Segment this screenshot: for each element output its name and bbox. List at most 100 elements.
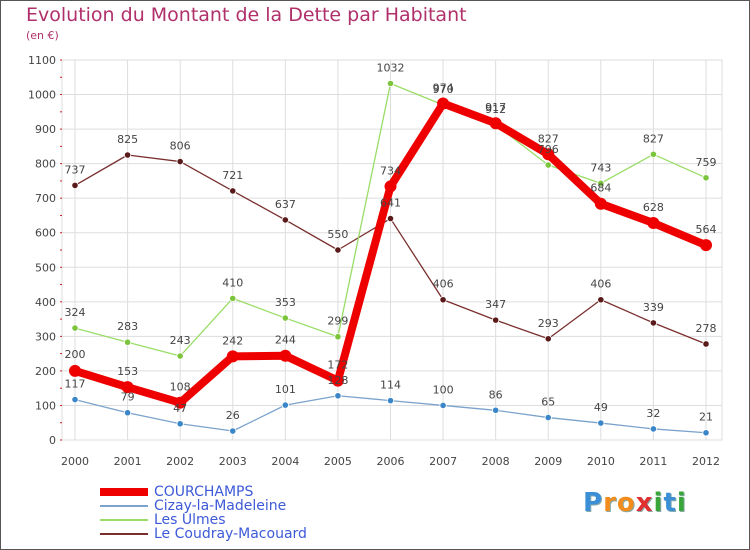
data-label: 796 xyxy=(538,143,559,156)
legend-item: COURCHAMPS xyxy=(100,484,307,500)
data-label: 827 xyxy=(538,132,559,145)
data-label: 550 xyxy=(327,228,348,241)
data-label: 917 xyxy=(485,101,506,114)
data-point xyxy=(281,216,289,224)
data-point xyxy=(544,335,552,343)
y-tick-label: 900 xyxy=(35,123,56,136)
chart-legend: COURCHAMPS Cizay-la-Madeleine Les Ulmes Le … xyxy=(100,484,307,542)
data-point xyxy=(71,395,79,404)
data-point xyxy=(71,181,79,189)
data-point xyxy=(279,349,292,362)
data-label: 47 xyxy=(173,402,187,415)
y-tick-label: 1000 xyxy=(28,89,56,102)
data-point xyxy=(597,419,605,427)
data-point xyxy=(489,117,502,130)
data-point xyxy=(123,338,132,346)
legend-swatch xyxy=(100,488,148,496)
data-point xyxy=(123,409,132,417)
data-point xyxy=(71,324,79,332)
x-tick-label: 2012 xyxy=(692,455,720,468)
data-point xyxy=(437,97,450,110)
data-label: 410 xyxy=(222,276,243,289)
data-point xyxy=(649,319,658,327)
logo-letter: i xyxy=(653,488,664,518)
data-point xyxy=(647,217,660,230)
data-label: 743 xyxy=(590,161,611,174)
data-point xyxy=(334,392,342,400)
data-point xyxy=(649,425,658,433)
data-label: 32 xyxy=(646,407,660,420)
y-tick-label: 500 xyxy=(35,261,56,274)
legend-swatch xyxy=(100,533,148,535)
data-label: 825 xyxy=(117,133,138,146)
data-label: 114 xyxy=(380,379,401,392)
data-point xyxy=(69,364,81,377)
data-label: 721 xyxy=(222,169,243,182)
data-point xyxy=(492,406,500,414)
data-label: 200 xyxy=(65,348,86,361)
data-label: 641 xyxy=(380,197,401,210)
data-label: 299 xyxy=(327,315,348,328)
data-point xyxy=(226,350,239,363)
x-tick-label: 2002 xyxy=(166,455,194,468)
data-label: 970 xyxy=(433,83,454,96)
data-label: 628 xyxy=(643,201,664,214)
data-point xyxy=(597,179,605,187)
legend-label: Les Ulmes xyxy=(154,512,226,528)
x-tick-label: 2007 xyxy=(429,455,457,468)
data-label: 347 xyxy=(485,298,506,311)
y-tick-label: 600 xyxy=(35,227,56,240)
data-label: 637 xyxy=(275,198,296,211)
data-point xyxy=(702,429,710,437)
data-label: 100 xyxy=(433,383,454,396)
legend-item: Les Ulmes xyxy=(100,512,307,528)
data-point xyxy=(544,161,552,169)
data-label: 26 xyxy=(226,409,240,422)
x-tick-label: 2005 xyxy=(324,455,352,468)
data-label: 737 xyxy=(65,163,86,176)
y-tick-label: 800 xyxy=(35,158,56,171)
chart-unit-label: (en €) xyxy=(26,29,59,42)
x-tick-label: 2009 xyxy=(534,455,562,468)
data-point xyxy=(439,296,447,304)
logo-letter: o xyxy=(616,488,636,518)
y-tick-label: 200 xyxy=(35,365,56,378)
data-label: 278 xyxy=(696,322,717,335)
data-label: 243 xyxy=(170,334,191,347)
x-tick-label: 2000 xyxy=(61,455,89,468)
data-point xyxy=(386,214,395,223)
data-point xyxy=(281,401,289,409)
legend-item: Cizay-la-Madeleine xyxy=(100,498,307,514)
data-label: 108 xyxy=(170,381,191,394)
data-point xyxy=(542,148,555,161)
data-point xyxy=(544,413,552,422)
logo-letter: t xyxy=(663,488,677,518)
legend-label: Le Coudray-Macouard xyxy=(154,526,307,542)
x-tick-label: 2001 xyxy=(114,455,142,468)
data-label: 684 xyxy=(590,182,611,195)
logo-letter: i xyxy=(676,488,687,518)
data-point xyxy=(597,296,605,304)
data-point xyxy=(229,187,237,195)
y-tick-label: 700 xyxy=(35,192,56,205)
data-point xyxy=(702,340,710,348)
x-tick-label: 2004 xyxy=(271,455,299,468)
data-point xyxy=(331,374,344,387)
data-point xyxy=(174,396,187,409)
data-label: 65 xyxy=(541,396,555,409)
data-label: 293 xyxy=(538,317,559,330)
chart-title: Evolution du Montant de la Dette par Hab… xyxy=(26,4,467,26)
y-tick-label: 1100 xyxy=(28,54,56,67)
data-point xyxy=(386,397,395,405)
x-tick-label: 2010 xyxy=(587,455,615,468)
y-tick-label: 0 xyxy=(49,434,56,447)
data-point xyxy=(176,352,184,360)
data-point xyxy=(229,427,237,435)
data-label: 128 xyxy=(327,374,348,387)
data-label: 172 xyxy=(327,359,348,372)
data-point xyxy=(594,197,607,210)
data-label: 353 xyxy=(275,296,296,309)
data-label: 324 xyxy=(65,306,86,319)
data-label: 153 xyxy=(117,365,138,378)
data-label: 21 xyxy=(699,411,713,424)
